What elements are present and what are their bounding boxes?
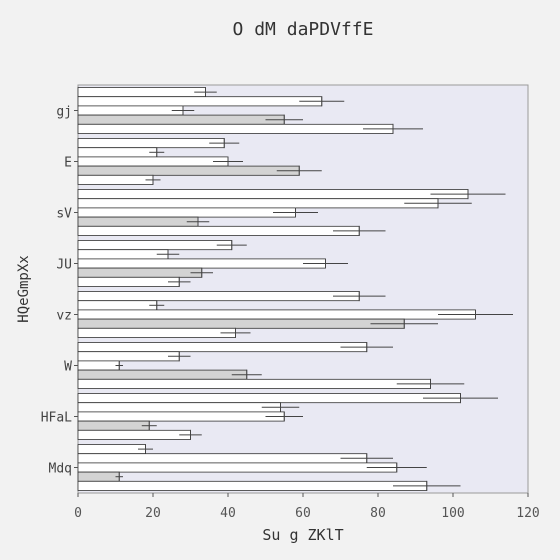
bar bbox=[77, 351, 180, 362]
bar bbox=[77, 300, 158, 311]
bar bbox=[77, 165, 300, 176]
bar bbox=[77, 453, 368, 464]
bar bbox=[77, 411, 285, 422]
x-tick-label: 80 bbox=[370, 506, 386, 521]
bar bbox=[77, 249, 169, 260]
bars-layer bbox=[77, 87, 513, 491]
bar bbox=[77, 198, 439, 209]
bar bbox=[77, 327, 236, 338]
x-tick-label: 20 bbox=[145, 506, 161, 521]
bar bbox=[77, 291, 360, 302]
chart-title: O dM daPDVffE bbox=[233, 19, 374, 40]
y-tick-label: W bbox=[64, 360, 72, 375]
y-tick-label: JU bbox=[56, 258, 72, 273]
bar bbox=[77, 258, 326, 269]
x-axis: 0 20 40 60 80 100 120 bbox=[74, 493, 540, 521]
x-tick-label: 0 bbox=[74, 506, 82, 521]
bar bbox=[77, 114, 285, 125]
bar bbox=[77, 240, 233, 251]
y-axis: gj EsV JU vz W HFaL Mdq bbox=[41, 105, 78, 477]
bar bbox=[77, 444, 146, 455]
y-tick-label: sV bbox=[56, 207, 72, 222]
bar bbox=[77, 138, 225, 149]
y-axis-label: HQeGmpXx bbox=[16, 255, 32, 322]
bar bbox=[77, 147, 158, 158]
bar bbox=[77, 105, 184, 116]
bar bbox=[77, 216, 199, 227]
bar bbox=[77, 480, 428, 491]
bar bbox=[77, 276, 180, 287]
bar bbox=[77, 123, 394, 134]
x-tick-label: 120 bbox=[516, 506, 539, 521]
bar bbox=[77, 87, 206, 98]
y-tick-label: gj bbox=[56, 105, 72, 120]
bar bbox=[77, 402, 281, 413]
y-tick-label: HFaL bbox=[41, 411, 72, 426]
bar bbox=[77, 462, 398, 473]
bar bbox=[77, 342, 368, 353]
bar bbox=[77, 471, 120, 482]
bar bbox=[77, 189, 469, 200]
x-tick-label: 60 bbox=[295, 506, 311, 521]
bar bbox=[77, 207, 296, 218]
bar bbox=[77, 420, 150, 431]
x-tick-label: 40 bbox=[220, 506, 236, 521]
bar bbox=[77, 225, 360, 236]
bar bbox=[77, 156, 229, 167]
x-tick-label: 100 bbox=[441, 506, 464, 521]
x-axis-label: Su g ZKlT bbox=[262, 526, 343, 544]
bar bbox=[77, 174, 154, 185]
y-tick-label: E bbox=[64, 156, 72, 171]
bar bbox=[77, 309, 476, 320]
bar bbox=[77, 96, 323, 107]
bar bbox=[77, 429, 191, 440]
bar bbox=[77, 378, 431, 389]
y-tick-label: Mdq bbox=[49, 462, 72, 477]
y-tick-label: vz bbox=[56, 309, 72, 324]
bar bbox=[77, 267, 203, 278]
bar bbox=[77, 318, 405, 329]
bar bbox=[77, 393, 461, 404]
bar bbox=[77, 360, 120, 371]
bar bbox=[77, 369, 248, 380]
